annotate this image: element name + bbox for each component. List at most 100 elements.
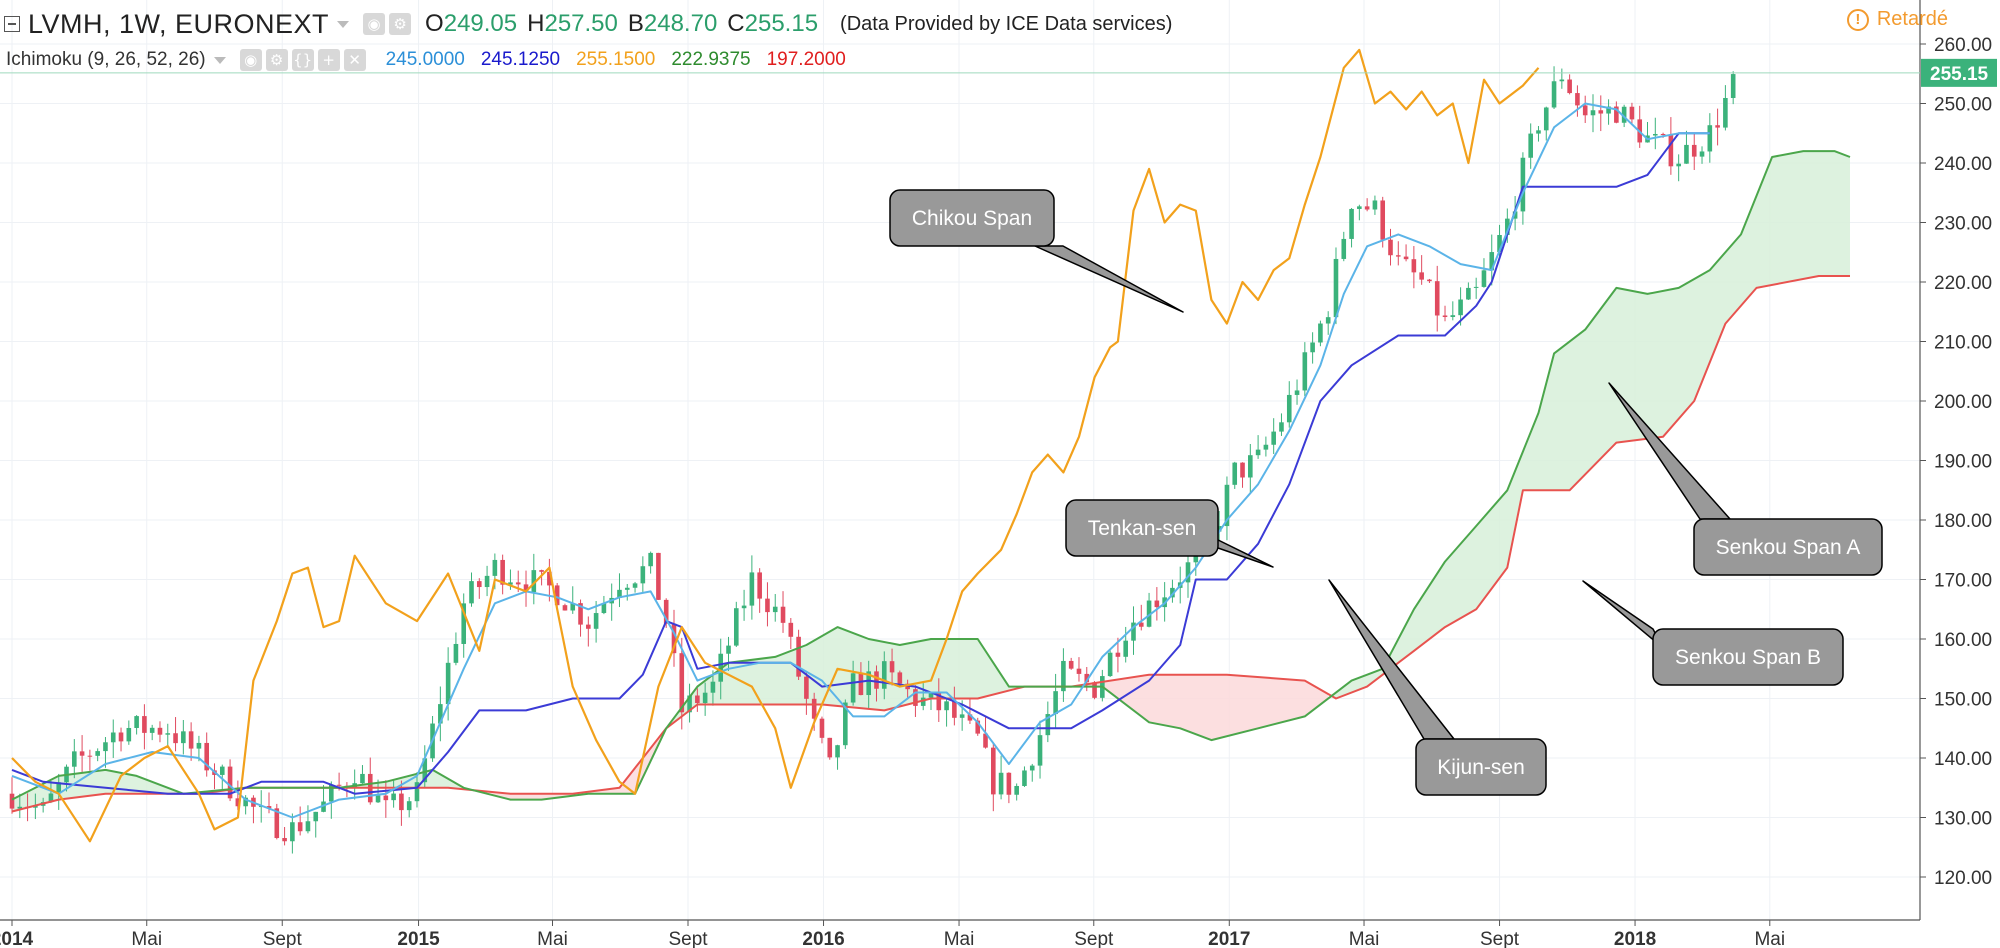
y-tick-label: 210.00	[1934, 333, 1992, 354]
candle-body	[858, 673, 864, 696]
candle-body	[819, 718, 825, 738]
last-price-label: 255.15	[1930, 64, 1989, 85]
x-tick-label: 2014	[0, 929, 34, 948]
candle-body	[959, 714, 965, 718]
candle-body	[593, 613, 599, 629]
candle-body	[399, 793, 404, 811]
candle-body	[1061, 660, 1066, 692]
symbol-header: LVMH, 1W, EURONEXT ◉ ⚙ O 249.05 H 257.50 B…	[0, 6, 1172, 42]
candle-body	[788, 622, 794, 637]
candle-body	[835, 745, 840, 758]
callout-box	[1065, 499, 1219, 557]
candle-body	[944, 701, 949, 711]
y-tick-label: 120.00	[1934, 868, 1992, 889]
close-icon[interactable]: ✕	[343, 49, 366, 71]
candle-body	[1349, 208, 1354, 239]
candle-body	[1224, 484, 1230, 527]
candle-body	[749, 572, 755, 606]
candle-body	[1434, 281, 1440, 316]
candle-body	[1006, 772, 1012, 795]
candle-body	[881, 661, 887, 689]
candle-body	[547, 571, 552, 586]
candle-body	[33, 805, 38, 808]
callout-box	[1652, 628, 1844, 686]
indicator-value: 255.1500	[576, 49, 656, 70]
callout: Senkou Span B	[1582, 580, 1844, 686]
candle-body	[523, 584, 529, 593]
candle-body	[243, 797, 248, 807]
candle-body	[1357, 206, 1362, 209]
candle-body	[1559, 79, 1565, 82]
y-tick-label: 160.00	[1934, 630, 1992, 651]
delayed-badge[interactable]: ! Retardé	[1846, 8, 1948, 31]
candle-body	[79, 751, 85, 756]
candle-body	[780, 606, 786, 623]
candle-body	[1123, 640, 1129, 657]
candle-body	[1442, 315, 1448, 318]
candle-body	[1505, 218, 1510, 236]
candle-body	[827, 737, 833, 758]
candle-body	[445, 662, 451, 705]
gear-icon[interactable]: ⚙	[265, 49, 288, 71]
candle-body	[149, 727, 155, 733]
source-code-icon[interactable]: {}	[291, 49, 314, 71]
y-tick-label: 250.00	[1934, 95, 1992, 116]
gear-icon[interactable]: ⚙	[389, 13, 412, 35]
candle-body	[9, 793, 15, 809]
candle-body	[1255, 449, 1261, 456]
candle-body	[173, 733, 178, 744]
candle-body	[375, 795, 381, 803]
callout: Kijun-sen	[1328, 579, 1547, 796]
candle-body	[282, 838, 287, 842]
chevron-down-icon[interactable]	[337, 20, 350, 28]
callout-label: Tenkan-sen	[1088, 517, 1197, 540]
candle-body	[329, 784, 334, 802]
candle-body	[983, 733, 988, 748]
indicator-header: Ichimoku (9, 26, 52, 26) ◉ ⚙ {} + ✕ 245.…	[0, 44, 846, 76]
candle-body	[772, 606, 778, 613]
candle-body	[95, 751, 100, 756]
y-tick-label: 190.00	[1934, 452, 1992, 473]
candle-body	[624, 587, 630, 590]
candle-body	[1606, 106, 1611, 114]
candle-body	[165, 733, 171, 735]
candle-body	[920, 697, 926, 706]
chevron-down-icon[interactable]	[213, 56, 226, 64]
high-label: H	[527, 10, 545, 37]
candle-body	[539, 570, 544, 572]
candle-body	[866, 671, 871, 696]
ichimoku-cloud	[12, 151, 1850, 812]
candle-body	[1403, 256, 1409, 260]
eye-icon[interactable]: ◉	[363, 13, 386, 35]
candle-body	[414, 782, 420, 802]
candle-body	[484, 575, 490, 588]
candle-body	[531, 570, 537, 593]
symbol-title[interactable]: LVMH, 1W, EURONEXT	[28, 8, 330, 39]
candle-body	[1590, 110, 1596, 116]
candle-body	[383, 795, 389, 801]
indicator-name[interactable]: Ichimoku (9, 26, 52, 26)	[6, 49, 206, 70]
x-tick-label: Sept	[1074, 929, 1114, 948]
candle-body	[1053, 691, 1058, 715]
plus-icon[interactable]: +	[317, 49, 340, 71]
cloud-area	[12, 769, 472, 812]
delayed-label: Retardé	[1876, 8, 1948, 30]
indicator-value: 222.9375	[671, 49, 751, 70]
candle-body	[422, 758, 428, 783]
candlesticks[interactable]	[9, 66, 1736, 854]
candle-body	[181, 731, 186, 744]
y-tick-label: 140.00	[1934, 749, 1992, 770]
candle-body	[671, 623, 677, 654]
candle-body	[1473, 286, 1479, 288]
eye-icon[interactable]: ◉	[239, 49, 262, 71]
candle-body	[656, 552, 661, 600]
collapse-icon[interactable]	[4, 16, 20, 32]
candle-body	[1575, 93, 1580, 106]
candle-body	[1092, 682, 1097, 698]
grid	[0, 0, 1920, 920]
candle-body	[897, 672, 903, 684]
candle-body	[1372, 200, 1378, 210]
candle-body	[1263, 444, 1269, 450]
callout-box	[1415, 738, 1547, 796]
